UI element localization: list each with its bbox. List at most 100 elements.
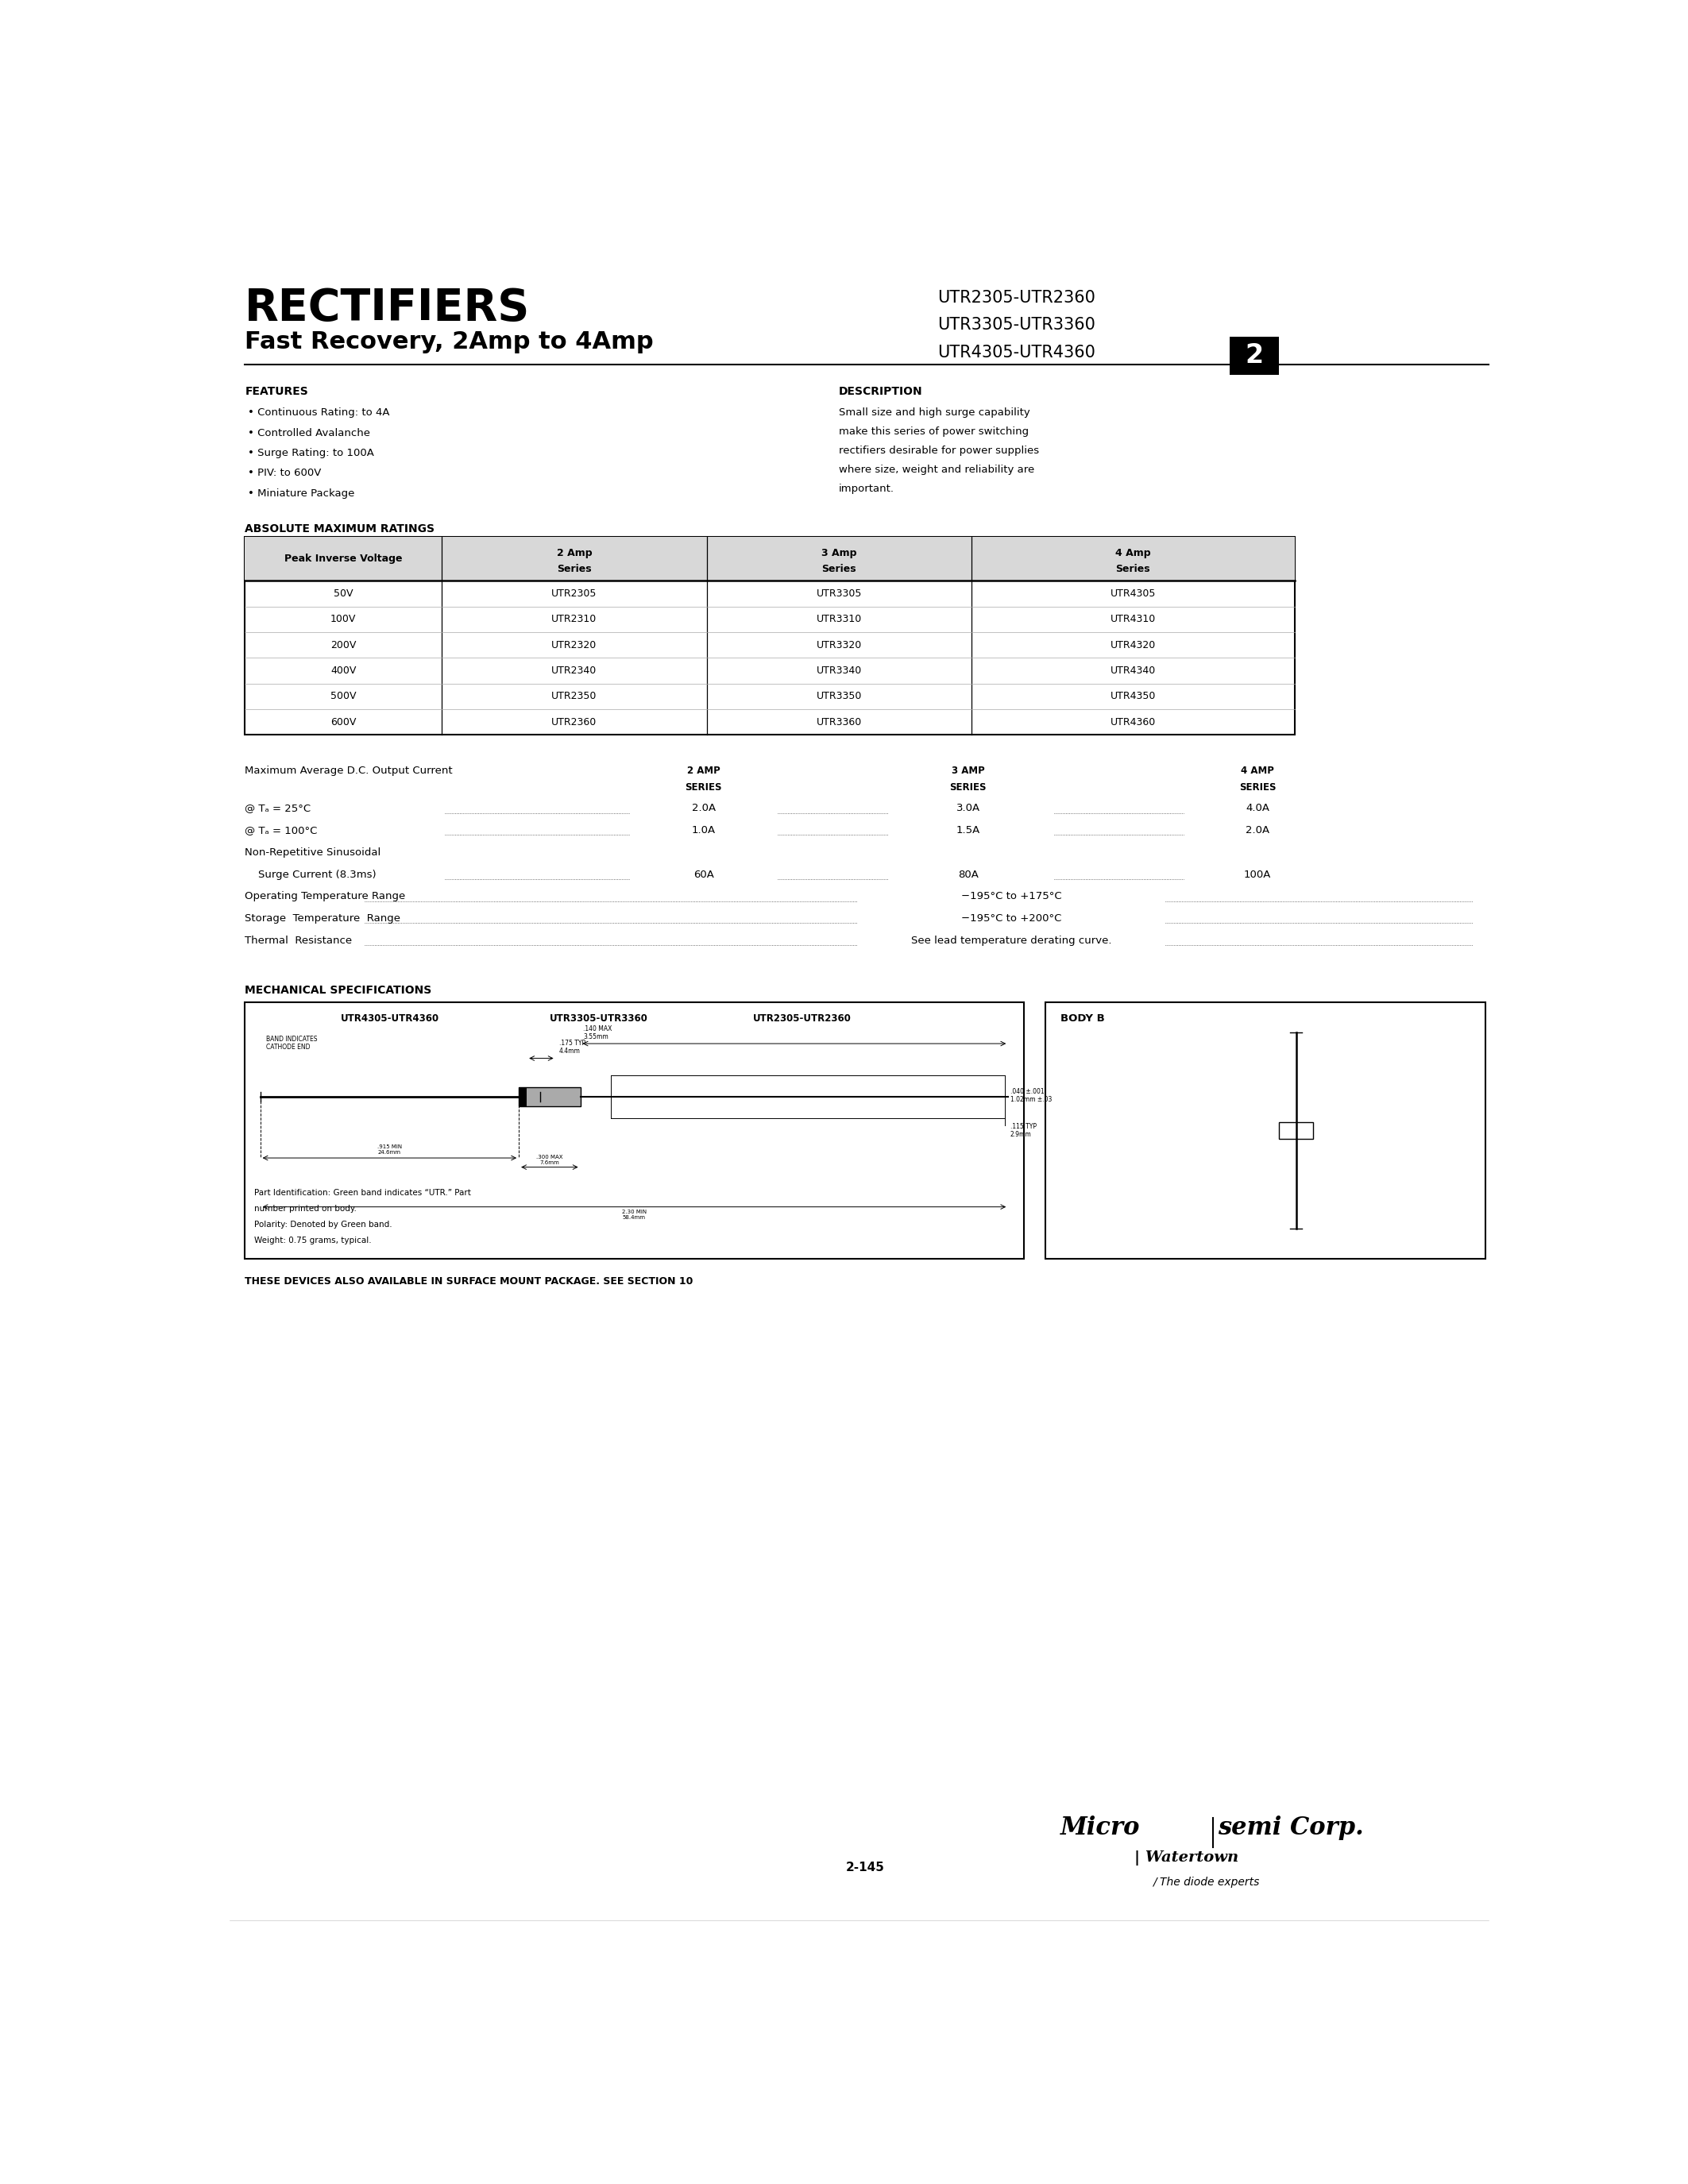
Text: Micro: Micro	[1060, 1815, 1141, 1839]
Text: number printed on body.: number printed on body.	[255, 1203, 356, 1212]
Text: semi Corp.: semi Corp.	[1217, 1815, 1364, 1839]
Text: THESE DEVICES ALSO AVAILABLE IN SURFACE MOUNT PACKAGE. SEE SECTION 10: THESE DEVICES ALSO AVAILABLE IN SURFACE …	[245, 1275, 694, 1286]
Text: 2.0A: 2.0A	[1246, 826, 1269, 836]
Text: .140 MAX
3.55mm: .140 MAX 3.55mm	[584, 1024, 613, 1040]
Text: UTR2360: UTR2360	[552, 716, 598, 727]
Text: 4 AMP: 4 AMP	[1241, 764, 1274, 775]
Text: UTR2340: UTR2340	[552, 666, 598, 675]
Text: .040 ±.001
1.02mm ±.03: .040 ±.001 1.02mm ±.03	[1009, 1088, 1052, 1103]
Text: −195°C to +175°C: −195°C to +175°C	[960, 891, 1062, 902]
Text: ABSOLUTE MAXIMUM RATINGS: ABSOLUTE MAXIMUM RATINGS	[245, 524, 436, 535]
Text: 2.30 MIN
58.4mm: 2.30 MIN 58.4mm	[621, 1210, 647, 1221]
Text: UTR3305: UTR3305	[817, 587, 863, 598]
Text: where size, weight and reliability are: where size, weight and reliability are	[839, 465, 1035, 474]
Text: Fast Recovery, 2Amp to 4Amp: Fast Recovery, 2Amp to 4Amp	[245, 330, 653, 354]
Text: | Watertown: | Watertown	[1134, 1850, 1239, 1865]
Text: UTR3340: UTR3340	[817, 666, 861, 675]
Text: 200V: 200V	[331, 640, 356, 651]
Text: .115 TYP
2.9mm: .115 TYP 2.9mm	[1009, 1123, 1036, 1138]
Text: 2 Amp: 2 Amp	[557, 548, 592, 557]
Bar	[518, 1088, 581, 1105]
Text: 3.0A: 3.0A	[955, 804, 981, 815]
Text: 2-145: 2-145	[846, 1861, 885, 1874]
Text: 400V: 400V	[331, 666, 356, 675]
Text: UTR4340: UTR4340	[1111, 666, 1156, 675]
Text: UTR3310: UTR3310	[817, 614, 861, 625]
Text: Peak Inverse Voltage: Peak Inverse Voltage	[284, 553, 402, 563]
Bar	[1045, 1002, 1485, 1258]
Text: Series: Series	[1116, 563, 1150, 574]
Text: SERIES: SERIES	[950, 782, 987, 793]
Text: • Controlled Avalanche: • Controlled Avalanche	[248, 428, 370, 439]
Text: 100V: 100V	[331, 614, 356, 625]
Text: 500V: 500V	[331, 690, 356, 701]
Text: 2 AMP: 2 AMP	[687, 764, 721, 775]
Text: 80A: 80A	[959, 869, 979, 880]
Text: UTR2305: UTR2305	[552, 587, 598, 598]
Text: • PIV: to 600V: • PIV: to 600V	[248, 467, 321, 478]
Text: 2.0A: 2.0A	[692, 804, 716, 815]
Text: UTR2305-UTR2360: UTR2305-UTR2360	[753, 1013, 851, 1024]
Text: 2: 2	[1246, 343, 1264, 369]
Text: Small size and high surge capability: Small size and high surge capability	[839, 408, 1030, 417]
Text: UTR4305-UTR4360: UTR4305-UTR4360	[937, 345, 1096, 360]
Text: MECHANICAL SPECIFICATIONS: MECHANICAL SPECIFICATIONS	[245, 985, 432, 996]
Text: 4.0A: 4.0A	[1246, 804, 1269, 815]
Text: See lead temperature derating curve.: See lead temperature derating curve.	[912, 935, 1112, 946]
Text: make this series of power switching: make this series of power switching	[839, 426, 1030, 437]
Text: .300 MAX
7.6mm: .300 MAX 7.6mm	[537, 1155, 562, 1166]
Text: • Surge Rating: to 100A: • Surge Rating: to 100A	[248, 448, 375, 459]
Text: UTR3305-UTR3360: UTR3305-UTR3360	[550, 1013, 648, 1024]
Text: Polarity: Denoted by Green band.: Polarity: Denoted by Green band.	[255, 1221, 392, 1227]
Text: Storage  Temperature  Range: Storage Temperature Range	[245, 913, 400, 924]
Text: 1.5A: 1.5A	[955, 826, 981, 836]
Text: FEATURES: FEATURES	[245, 387, 309, 397]
Text: 50V: 50V	[334, 587, 353, 598]
Text: UTR3320: UTR3320	[817, 640, 861, 651]
Text: UTR4310: UTR4310	[1111, 614, 1156, 625]
Bar	[245, 537, 1295, 581]
Text: UTR4350: UTR4350	[1111, 690, 1156, 701]
Text: .915 MIN
24.6mm: .915 MIN 24.6mm	[376, 1144, 402, 1155]
Text: Maximum Average D.C. Output Current: Maximum Average D.C. Output Current	[245, 764, 452, 775]
Bar	[245, 537, 1295, 734]
Bar	[245, 1002, 1023, 1258]
Text: • Continuous Rating: to 4A: • Continuous Rating: to 4A	[248, 408, 390, 417]
Text: UTR4320: UTR4320	[1111, 640, 1156, 651]
Text: UTR4305-UTR4360: UTR4305-UTR4360	[341, 1013, 439, 1024]
Text: @ Tₐ = 100°C: @ Tₐ = 100°C	[245, 826, 317, 836]
Text: BAND INDICATES
CATHODE END: BAND INDICATES CATHODE END	[267, 1035, 317, 1051]
Text: Weight: 0.75 grams, typical.: Weight: 0.75 grams, typical.	[255, 1236, 371, 1245]
Text: UTR4305: UTR4305	[1111, 587, 1156, 598]
Text: Series: Series	[557, 563, 591, 574]
Bar	[1231, 336, 1280, 376]
Text: UTR2320: UTR2320	[552, 640, 598, 651]
Text: important.: important.	[839, 483, 895, 494]
Text: Series: Series	[822, 563, 856, 574]
Text: UTR3350: UTR3350	[817, 690, 863, 701]
Text: @ Tₐ = 25°C: @ Tₐ = 25°C	[245, 804, 311, 815]
Bar	[1280, 1123, 1313, 1140]
Bar	[518, 1088, 527, 1105]
Text: SERIES: SERIES	[685, 782, 722, 793]
Text: / The diode experts: / The diode experts	[1153, 1876, 1259, 1887]
Text: UTR3360: UTR3360	[817, 716, 861, 727]
Text: 600V: 600V	[331, 716, 356, 727]
Text: 4 Amp: 4 Amp	[1116, 548, 1151, 557]
Text: Operating Temperature Range: Operating Temperature Range	[245, 891, 405, 902]
Text: UTR3305-UTR3360: UTR3305-UTR3360	[937, 317, 1096, 332]
Text: Thermal  Resistance: Thermal Resistance	[245, 935, 353, 946]
Text: BODY B: BODY B	[1060, 1013, 1106, 1024]
Text: .175 TYP
4.4mm: .175 TYP 4.4mm	[559, 1040, 586, 1055]
Text: UTR2350: UTR2350	[552, 690, 598, 701]
Text: rectifiers desirable for power supplies: rectifiers desirable for power supplies	[839, 446, 1040, 456]
Text: 100A: 100A	[1244, 869, 1271, 880]
Text: • Miniature Package: • Miniature Package	[248, 489, 354, 498]
Text: Non-Repetitive Sinusoidal: Non-Repetitive Sinusoidal	[245, 847, 381, 858]
Text: RECTIFIERS: RECTIFIERS	[245, 286, 530, 330]
Text: UTR4360: UTR4360	[1111, 716, 1156, 727]
Text: UTR2305-UTR2360: UTR2305-UTR2360	[937, 290, 1096, 306]
Text: Part Identification: Green band indicates “UTR.” Part: Part Identification: Green band indicate…	[255, 1188, 471, 1197]
Text: 3 Amp: 3 Amp	[822, 548, 856, 557]
Text: 3 AMP: 3 AMP	[952, 764, 984, 775]
